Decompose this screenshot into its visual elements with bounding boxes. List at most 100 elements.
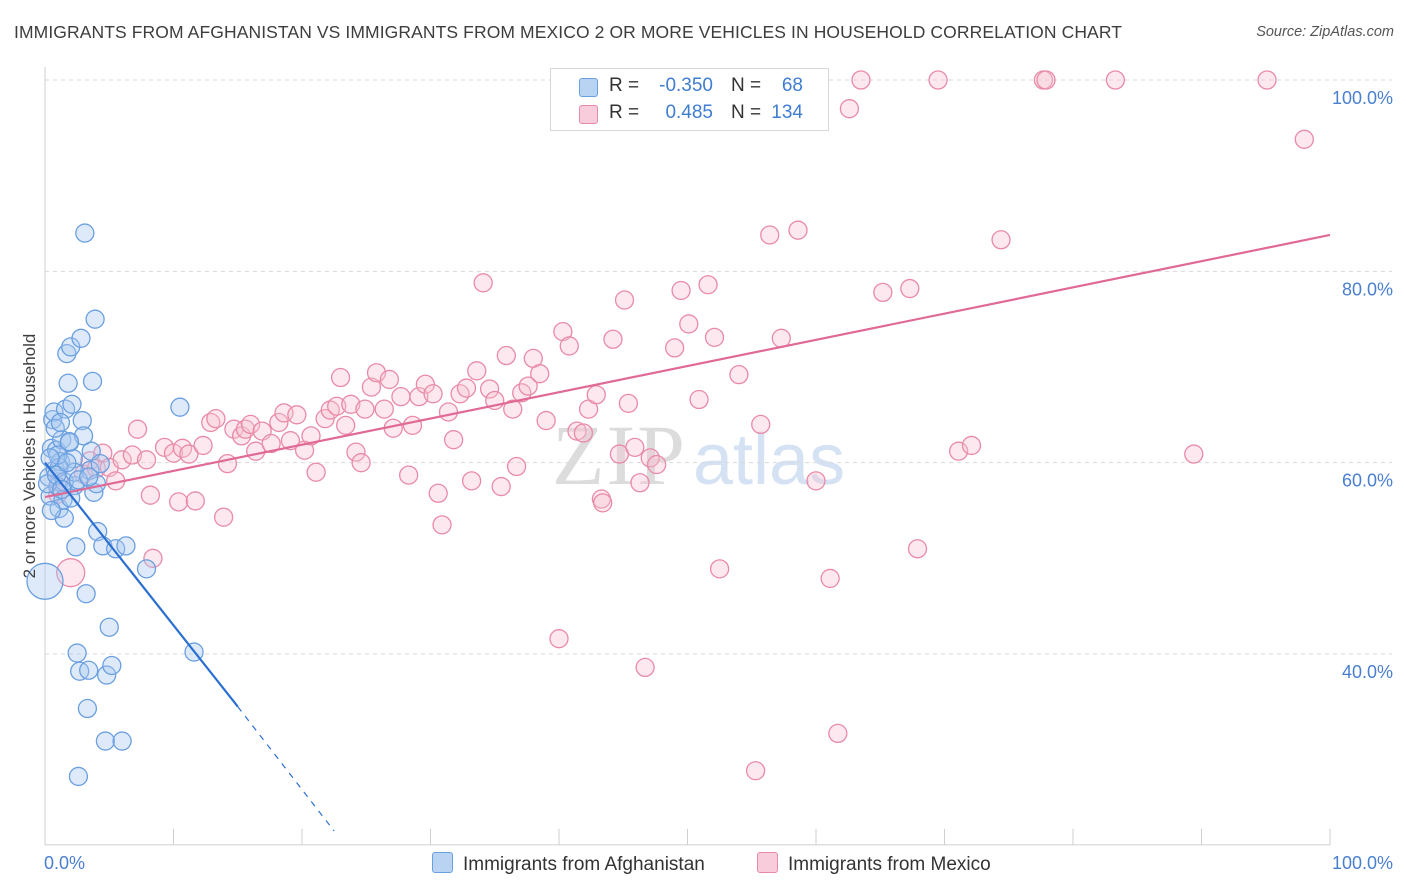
mexico-point bbox=[355, 399, 375, 419]
y-axis-label: 2 or more Vehicles in Household bbox=[20, 334, 39, 579]
mexico-point bbox=[760, 225, 780, 245]
afghanistan-point bbox=[73, 426, 94, 446]
afghanistan-point bbox=[102, 655, 122, 676]
mexico-point bbox=[143, 548, 163, 568]
bottom-legend-swatch-afghanistan bbox=[432, 852, 453, 873]
afghanistan-point bbox=[57, 453, 77, 473]
afghanistan-point bbox=[59, 431, 80, 452]
mexico-point bbox=[346, 442, 366, 462]
afghanistan-point bbox=[85, 309, 105, 329]
mexico-point bbox=[269, 412, 289, 433]
mexico-point bbox=[206, 409, 226, 429]
mexico-point bbox=[586, 385, 606, 405]
mexico-point bbox=[1257, 70, 1277, 90]
mexico-point bbox=[301, 426, 321, 446]
mexico-point bbox=[336, 415, 356, 436]
mexico-point bbox=[415, 374, 436, 394]
mexico-point bbox=[56, 558, 86, 588]
mexico-point bbox=[287, 405, 307, 425]
afghanistan-point bbox=[58, 373, 78, 393]
mexico-point bbox=[828, 723, 848, 744]
legend-r-value: 0.485 bbox=[665, 102, 713, 123]
mexico-point bbox=[409, 387, 429, 407]
afghanistan-point bbox=[41, 500, 62, 521]
afghanistan-point bbox=[136, 559, 157, 579]
mexico-point bbox=[679, 314, 699, 334]
y-tick-label: 100.0% bbox=[1332, 88, 1393, 108]
mexico-point bbox=[900, 278, 920, 299]
mexico-point bbox=[168, 492, 189, 512]
mexico-point bbox=[1294, 129, 1314, 149]
mexico-point bbox=[461, 471, 482, 491]
afghanistan-point bbox=[99, 617, 119, 637]
mexico-point bbox=[709, 559, 730, 579]
correlation-legend: R = -0.350 N = 68 R = 0.485 N = 134 bbox=[550, 68, 829, 131]
mexico-point bbox=[330, 367, 351, 388]
x-tick-label-min: 0.0% bbox=[44, 853, 85, 873]
afghanistan-point bbox=[67, 643, 87, 663]
afghanistan-point bbox=[116, 536, 136, 556]
watermark-atlas: atlas bbox=[693, 420, 846, 500]
bottom-legend-afghanistan: Immigrants from Afghanistan bbox=[432, 852, 705, 876]
mexico-point bbox=[140, 485, 161, 505]
legend-n-value: 134 bbox=[771, 102, 803, 123]
mexico-point bbox=[671, 280, 691, 301]
mexico-point bbox=[704, 327, 725, 347]
mexico-point bbox=[618, 393, 639, 414]
afghanistan-point bbox=[44, 402, 64, 422]
mexico-point bbox=[213, 507, 234, 527]
mexico-point bbox=[1105, 70, 1126, 90]
axes: 40.0% 60.0% 80.0% 100.0% 0.0% 100.0% bbox=[44, 67, 1393, 873]
mexico-point bbox=[179, 444, 199, 464]
legend-swatch-mexico bbox=[579, 105, 598, 124]
chart-title: IMMIGRANTS FROM AFGHANISTAN VS IMMIGRANT… bbox=[14, 22, 1123, 42]
mexico-point bbox=[496, 345, 516, 366]
mexico-point bbox=[456, 378, 477, 398]
afghanistan-point bbox=[97, 665, 117, 685]
afghanistan-point bbox=[79, 467, 99, 487]
legend-swatch-afghanistan bbox=[579, 78, 598, 97]
mexico-point bbox=[473, 273, 493, 293]
mexico-point bbox=[127, 419, 148, 439]
afghanistan-point bbox=[76, 584, 96, 604]
mexico-point bbox=[506, 456, 527, 477]
mexico-point bbox=[530, 364, 550, 384]
afghanistan-point bbox=[72, 410, 92, 431]
source-credit: Source: ZipAtlas.com bbox=[1256, 24, 1394, 40]
mexico-trend-line bbox=[44, 233, 1331, 499]
mexico-point bbox=[630, 473, 650, 493]
mexico-point bbox=[467, 361, 487, 381]
mexico-point bbox=[240, 414, 261, 435]
afghanistan-point bbox=[90, 453, 110, 474]
watermark: ZIPatlas bbox=[552, 405, 845, 505]
legend-n-value: 68 bbox=[781, 75, 803, 96]
legend-r-label: R = bbox=[609, 102, 640, 123]
bottom-legend-label-afghanistan: Immigrants from Afghanistan bbox=[463, 854, 705, 875]
bottom-legend-label-mexico: Immigrants from Mexico bbox=[788, 854, 991, 875]
mexico-point bbox=[698, 275, 718, 295]
mexico-point bbox=[603, 329, 623, 349]
mexico-point bbox=[1036, 70, 1056, 90]
afghanistan-point bbox=[26, 562, 64, 600]
mexico-point bbox=[163, 443, 184, 463]
mexico-point bbox=[729, 365, 749, 385]
mexico-point bbox=[361, 377, 382, 397]
mexico-point bbox=[689, 389, 709, 410]
legend-r-label: R = bbox=[609, 75, 640, 96]
mexico-point bbox=[851, 70, 871, 90]
mexico-point bbox=[443, 430, 464, 450]
mexico-point bbox=[491, 476, 511, 497]
mexico-point bbox=[112, 450, 132, 470]
mexico-point bbox=[423, 384, 443, 404]
afghanistan-point bbox=[54, 472, 74, 492]
mexico-point bbox=[614, 290, 635, 310]
mexico-point bbox=[193, 435, 213, 456]
bottom-legend-mexico: Immigrants from Mexico bbox=[757, 852, 991, 876]
mexico-point bbox=[1184, 444, 1204, 464]
mexico-point bbox=[399, 465, 419, 485]
mexico-point bbox=[635, 657, 655, 678]
mexico-point bbox=[432, 515, 452, 535]
afghanistan-point bbox=[62, 394, 82, 414]
trend-lines bbox=[44, 233, 1331, 832]
